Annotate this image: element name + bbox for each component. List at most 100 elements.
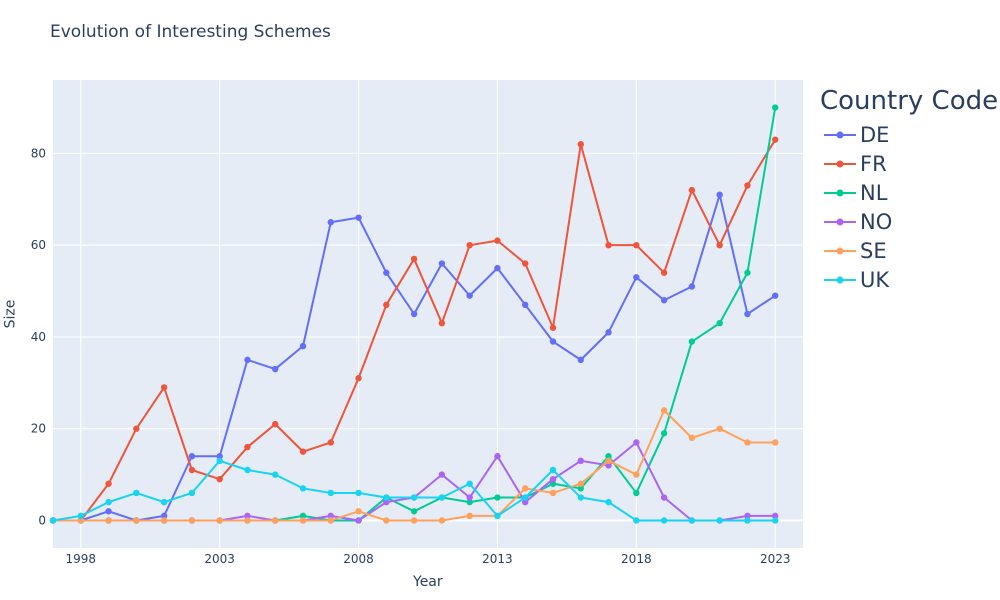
data-point-de bbox=[355, 214, 362, 221]
data-point-uk bbox=[438, 494, 446, 501]
data-point-de bbox=[549, 338, 557, 345]
data-point-nl bbox=[577, 485, 584, 492]
data-point-no bbox=[633, 439, 640, 446]
data-point-no bbox=[494, 453, 501, 460]
legend-item-uk[interactable]: UK bbox=[820, 265, 998, 294]
data-point-uk bbox=[216, 457, 223, 465]
data-point-uk bbox=[549, 466, 557, 474]
data-point-nl bbox=[772, 104, 779, 111]
data-point-no bbox=[522, 498, 529, 506]
data-point-uk bbox=[355, 489, 362, 497]
data-point-no bbox=[744, 512, 751, 520]
data-point-uk bbox=[272, 471, 279, 478]
data-point-fr bbox=[660, 269, 668, 276]
data-point-fr bbox=[688, 186, 696, 194]
legend-marker-icon bbox=[824, 189, 856, 196]
data-point-no bbox=[605, 462, 612, 469]
data-point-no bbox=[577, 457, 584, 465]
data-point-uk bbox=[522, 494, 529, 501]
legend-item-no[interactable]: NO bbox=[820, 207, 998, 236]
data-point-fr bbox=[605, 241, 612, 249]
data-point-no bbox=[355, 517, 362, 524]
data-point-de bbox=[383, 269, 390, 276]
data-point-de bbox=[522, 301, 529, 309]
legend-item-se[interactable]: SE bbox=[820, 236, 998, 265]
data-point-no bbox=[660, 494, 668, 501]
data-point-uk bbox=[299, 485, 307, 492]
data-point-se bbox=[522, 485, 529, 492]
y-tick-label: 80 bbox=[31, 146, 46, 160]
y-tick-label: 40 bbox=[31, 330, 46, 344]
legend-label: FR bbox=[860, 151, 887, 176]
data-point-se bbox=[272, 517, 279, 524]
data-point-uk bbox=[660, 517, 668, 524]
data-point-de bbox=[744, 310, 751, 318]
data-point-nl bbox=[299, 512, 307, 520]
data-point-uk bbox=[577, 494, 584, 501]
data-point-fr bbox=[549, 324, 557, 331]
data-point-uk bbox=[77, 512, 84, 520]
data-point-no bbox=[772, 512, 779, 520]
data-point-se bbox=[133, 517, 140, 524]
data-point-de bbox=[577, 356, 584, 364]
plot-background bbox=[53, 80, 803, 548]
y-tick-label: 0 bbox=[38, 513, 46, 527]
data-point-fr bbox=[105, 480, 112, 487]
data-point-nl bbox=[494, 494, 501, 501]
data-point-fr bbox=[633, 241, 640, 249]
data-point-de bbox=[438, 260, 446, 267]
data-point-fr bbox=[577, 141, 584, 148]
data-point-se bbox=[188, 517, 196, 524]
legend-items: DE FR NL NO SE UK bbox=[820, 120, 998, 294]
data-point-fr bbox=[160, 384, 168, 391]
data-point-se bbox=[688, 434, 696, 442]
data-point-se bbox=[105, 517, 112, 524]
data-point-de bbox=[327, 219, 334, 226]
data-point-uk bbox=[133, 489, 140, 497]
data-point-fr bbox=[744, 182, 751, 189]
legend-label: SE bbox=[860, 238, 887, 263]
y-axis-title: Size bbox=[2, 299, 19, 329]
y-tick-label: 20 bbox=[31, 422, 46, 436]
data-point-uk bbox=[772, 517, 779, 524]
data-point-fr bbox=[716, 241, 723, 249]
data-point-de bbox=[660, 297, 668, 304]
data-point-de bbox=[216, 453, 223, 460]
x-tick-label: 2003 bbox=[204, 552, 235, 566]
data-point-fr bbox=[772, 136, 779, 143]
data-point-uk bbox=[244, 466, 251, 474]
data-point-fr bbox=[438, 319, 446, 327]
legend-item-nl[interactable]: NL bbox=[820, 178, 998, 207]
y-tick-label: 60 bbox=[31, 238, 46, 252]
legend-item-de[interactable]: DE bbox=[820, 120, 998, 149]
data-point-nl bbox=[410, 508, 418, 515]
chart-title: Evolution of Interesting Schemes bbox=[50, 22, 331, 42]
data-point-se bbox=[244, 517, 251, 524]
data-point-fr bbox=[216, 475, 223, 483]
legend-label: NO bbox=[860, 209, 893, 234]
data-point-uk bbox=[633, 517, 640, 524]
x-tick-label: 1998 bbox=[66, 552, 97, 566]
data-point-nl bbox=[549, 480, 557, 487]
data-point-de bbox=[605, 329, 612, 336]
data-point-no bbox=[327, 512, 334, 520]
data-point-se bbox=[355, 508, 362, 515]
data-point-se bbox=[744, 439, 751, 446]
data-point-no bbox=[438, 471, 446, 478]
data-point-se bbox=[660, 407, 668, 414]
data-point-se bbox=[410, 517, 418, 524]
data-point-fr bbox=[466, 241, 473, 249]
legend-item-fr[interactable]: FR bbox=[820, 149, 998, 178]
x-tick-label: 2018 bbox=[621, 552, 652, 566]
data-point-fr bbox=[494, 237, 501, 244]
data-point-uk bbox=[327, 489, 334, 497]
data-point-uk bbox=[383, 494, 390, 501]
x-tick-label: 2023 bbox=[760, 552, 791, 566]
data-point-fr bbox=[355, 375, 362, 382]
data-point-uk bbox=[49, 517, 57, 524]
data-point-no bbox=[466, 494, 473, 501]
legend-label: DE bbox=[860, 122, 890, 147]
data-point-uk bbox=[716, 517, 723, 524]
data-point-no bbox=[244, 512, 251, 520]
